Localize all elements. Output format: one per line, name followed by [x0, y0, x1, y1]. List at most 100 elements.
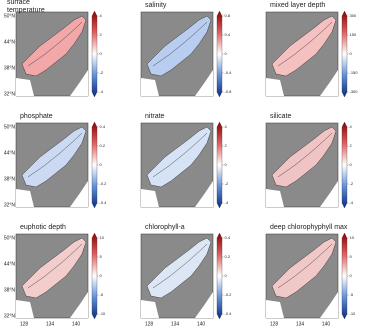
ocean-south [266, 300, 284, 318]
sea-field [21, 126, 87, 188]
colorbar-tick-label: 4 [350, 124, 353, 129]
ocean-east [320, 70, 338, 96]
map-panel: 10 5 0 -5 -10 128 134 140 [265, 232, 357, 327]
ocean-east [195, 70, 213, 96]
colorbar-tick-label: -0.8 [225, 89, 233, 94]
colorbar-tick-label: -2 [225, 181, 229, 186]
colorbar-tick-label: 0 [350, 162, 353, 167]
contour [277, 21, 333, 67]
panel-title: chlorophyll-a [145, 224, 185, 231]
map-panel: 4 2 0 -2 -4 [140, 121, 229, 209]
colorbar-tick-label: -5 [100, 292, 104, 297]
colorbar-tick-label: 0 [350, 51, 353, 56]
panel-title: salinity [145, 2, 167, 9]
ocean-south [16, 78, 34, 96]
colorbar-tick-label: 150 [350, 32, 357, 37]
colorbar-tick-label: 0 [225, 273, 228, 278]
colorbar-tick-label: 4 [100, 13, 103, 18]
map-panel: 0.8 0.4 0 -0.4 -0.8 [140, 10, 233, 98]
sea-field [146, 126, 212, 188]
contour [277, 132, 333, 178]
lon-label: 140 [72, 321, 81, 327]
colorbar-tick-label: -4 [225, 200, 229, 205]
sea-field [271, 237, 337, 299]
lat-label: 32°N [4, 91, 16, 97]
contour [152, 132, 208, 178]
map-panel: 10 5 0 -5 -10 50°N 44°N 38°N 32°N 128 134 140 [4, 232, 107, 327]
lon-label: 134 [296, 321, 305, 327]
colorbar-tick-label: -0.4 [225, 311, 233, 316]
colorbar-tick-label: 300 [350, 13, 357, 18]
colorbar-tick-label: -2 [350, 181, 354, 186]
map-panel: 4 2 0 -2 -4 [265, 121, 354, 209]
colorbar-tick-label: 5 [100, 254, 103, 259]
colorbar-tick-label: 0 [225, 51, 228, 56]
ocean-east [195, 292, 213, 318]
panel-title: silicate [270, 113, 292, 120]
colorbar [91, 232, 98, 320]
colorbar-tick-label: -5 [350, 292, 354, 297]
ocean-east [195, 181, 213, 207]
colorbar-tick-label: 0.8 [225, 13, 231, 18]
ocean-east [70, 292, 88, 318]
contour [152, 21, 208, 67]
ocean-south [16, 300, 34, 318]
sea-field [146, 15, 212, 77]
colorbar [91, 121, 98, 209]
colorbar-tick-label: -10 [350, 311, 357, 316]
sea-field [271, 126, 337, 188]
colorbar-tick-label: 10 [100, 235, 105, 240]
ocean-south [266, 189, 284, 207]
panel-title: euphotic depth [20, 224, 66, 231]
colorbar-tick-label: -4 [100, 89, 104, 94]
lon-label: 134 [171, 321, 180, 327]
colorbar-tick-label: -150 [350, 70, 359, 75]
panel-title: surface temperature [7, 0, 45, 14]
panel-title: nitrate [145, 113, 165, 120]
sea-field [21, 15, 87, 77]
ocean-east [320, 181, 338, 207]
lat-label: 50°N [4, 124, 16, 130]
colorbar-tick-label: 0.2 [225, 254, 231, 259]
panel-title: phosphate [20, 113, 53, 120]
colorbar-tick-label: 2 [100, 32, 103, 37]
lon-label: 140 [322, 321, 331, 327]
colorbar-tick-label: -0.4 [100, 200, 108, 205]
contour [277, 243, 333, 289]
colorbar-tick-label: -0.4 [225, 70, 233, 75]
ocean-south [266, 78, 284, 96]
contour [27, 243, 83, 289]
lat-label: 32°N [4, 313, 16, 319]
contour [152, 243, 208, 289]
colorbar [341, 232, 348, 320]
lat-label: 32°N [4, 202, 16, 208]
colorbar [216, 121, 223, 209]
colorbar-tick-label: 0.2 [100, 143, 106, 148]
lat-label: 50°N [4, 13, 16, 19]
colorbar-tick-label: 0 [100, 51, 103, 56]
colorbar-tick-label: 0 [100, 162, 103, 167]
lat-label: 50°N [4, 235, 16, 241]
colorbar [216, 232, 223, 320]
colorbar-tick-label: 2 [225, 143, 228, 148]
colorbar-tick-label: -0.2 [100, 181, 108, 186]
lon-label: 134 [46, 321, 55, 327]
colorbar-tick-label: 0.4 [100, 124, 106, 129]
sea-field [271, 15, 337, 77]
contour [27, 21, 83, 67]
lat-label: 38°N [4, 176, 16, 182]
sea-field [21, 237, 87, 299]
colorbar [341, 10, 348, 98]
colorbar-tick-label: 2 [350, 143, 353, 148]
map-panel: 300 150 0 -150 -300 [265, 10, 359, 98]
lon-label: 128 [270, 321, 279, 327]
lon-label: 128 [20, 321, 29, 327]
ocean-east [70, 70, 88, 96]
ocean-south [141, 78, 159, 96]
colorbar-tick-label: 0 [350, 273, 353, 278]
colorbar-tick-label: -10 [100, 311, 107, 316]
colorbar [91, 10, 98, 98]
lon-label: 128 [145, 321, 154, 327]
